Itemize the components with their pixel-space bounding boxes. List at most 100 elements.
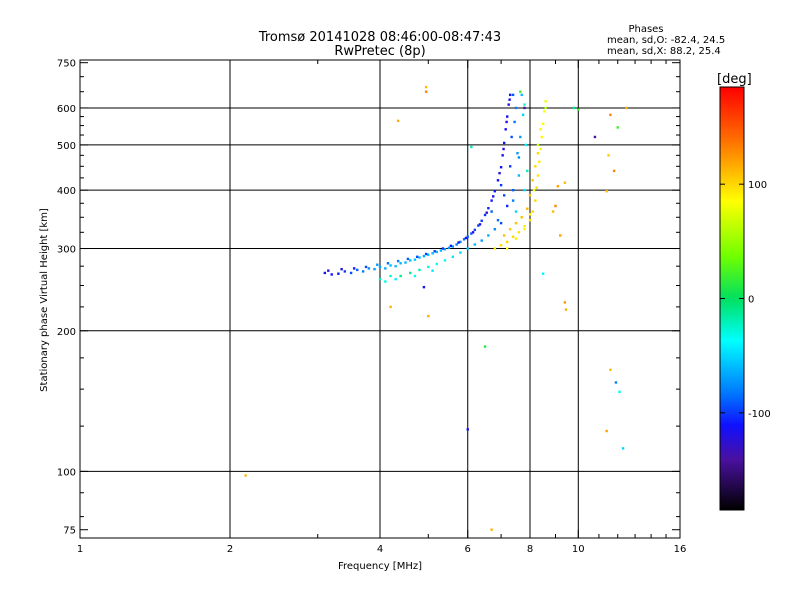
data-point — [513, 120, 516, 124]
x-tick-label: 2 — [227, 544, 233, 555]
data-point — [502, 234, 506, 237]
chart-subtitle: RwPretec (8p) — [334, 44, 425, 59]
chart-title: Tromsø 20141028 08:46:00-08:47:43 — [258, 30, 501, 45]
data-point — [519, 90, 522, 93]
y-tick-label: 400 — [57, 186, 76, 197]
data-point — [396, 119, 400, 123]
data-point — [470, 145, 473, 149]
data-point — [361, 270, 365, 273]
data-point — [577, 108, 580, 111]
data-point — [466, 235, 469, 238]
data-point — [499, 166, 503, 169]
colorbar-tick-label: -100 — [748, 409, 771, 420]
data-point — [483, 213, 487, 217]
data-point — [424, 252, 428, 256]
data-point — [487, 207, 490, 210]
data-point — [493, 190, 497, 193]
data-point — [373, 267, 376, 271]
data-point — [459, 240, 462, 244]
data-point — [451, 255, 455, 259]
data-point — [502, 194, 506, 197]
data-point — [514, 106, 518, 110]
data-point — [614, 381, 618, 384]
data-point — [508, 165, 512, 168]
data-point — [493, 247, 497, 250]
data-point — [355, 268, 359, 272]
data-point — [483, 345, 487, 348]
data-point — [505, 204, 509, 208]
data-point — [559, 234, 562, 237]
data-point — [605, 190, 608, 193]
data-point — [418, 256, 421, 259]
data-point — [505, 240, 509, 244]
data-point — [384, 280, 387, 283]
y-tick-label: 300 — [57, 245, 76, 256]
data-point — [431, 269, 434, 272]
data-point — [534, 165, 537, 168]
data-point — [502, 141, 506, 145]
data-point — [396, 259, 400, 263]
data-point — [514, 210, 518, 213]
data-point — [523, 188, 526, 192]
data-point — [541, 122, 545, 125]
data-point — [516, 152, 519, 155]
data-point — [607, 154, 610, 157]
x-tick-label: 4 — [377, 544, 383, 555]
data-point — [413, 274, 417, 278]
data-point — [490, 210, 493, 213]
data-point — [424, 90, 428, 93]
data-point — [422, 254, 426, 258]
data-point — [507, 103, 510, 106]
data-point — [621, 447, 625, 450]
data-point — [523, 106, 526, 110]
data-point — [389, 264, 392, 267]
x-tick-label: 6 — [465, 544, 471, 555]
data-point — [511, 199, 515, 202]
data-point — [551, 210, 555, 213]
data-point — [536, 143, 540, 147]
data-point — [517, 231, 521, 234]
data-point — [378, 265, 382, 269]
data-point — [427, 314, 430, 318]
data-point — [447, 246, 451, 250]
y-tick-label: 75 — [63, 526, 76, 537]
data-point — [544, 100, 547, 103]
data-point — [609, 368, 612, 371]
data-point — [443, 259, 447, 262]
data-point — [511, 235, 515, 238]
data-point — [505, 120, 508, 124]
data-point — [519, 135, 522, 139]
data-point — [424, 85, 428, 89]
data-point — [443, 248, 447, 251]
data-point — [323, 271, 327, 275]
data-point — [490, 528, 493, 531]
data-point — [433, 250, 436, 253]
data-point — [493, 228, 497, 231]
data-point — [349, 271, 353, 275]
data-point — [539, 147, 542, 151]
data-point — [427, 265, 430, 269]
data-point — [528, 194, 532, 197]
data-point — [427, 253, 430, 256]
data-point — [404, 261, 407, 264]
x-tick-label: 1 — [77, 544, 83, 555]
data-point — [541, 272, 545, 275]
data-point — [520, 216, 523, 219]
data-point — [496, 179, 500, 182]
data-point — [528, 218, 532, 222]
data-point — [528, 213, 532, 216]
data-point — [514, 237, 518, 240]
data-point — [422, 285, 426, 289]
y-tick-label: 100 — [57, 467, 76, 478]
data-point — [502, 147, 505, 151]
data-point — [477, 224, 480, 227]
data-point — [593, 135, 597, 139]
data-point — [526, 169, 529, 173]
data-point — [378, 277, 382, 281]
data-point — [511, 93, 515, 97]
data-point — [517, 156, 521, 159]
data-point — [376, 263, 379, 266]
colorbar-tick-label: 100 — [748, 180, 767, 191]
data-point — [499, 183, 503, 187]
data-point — [386, 262, 390, 265]
